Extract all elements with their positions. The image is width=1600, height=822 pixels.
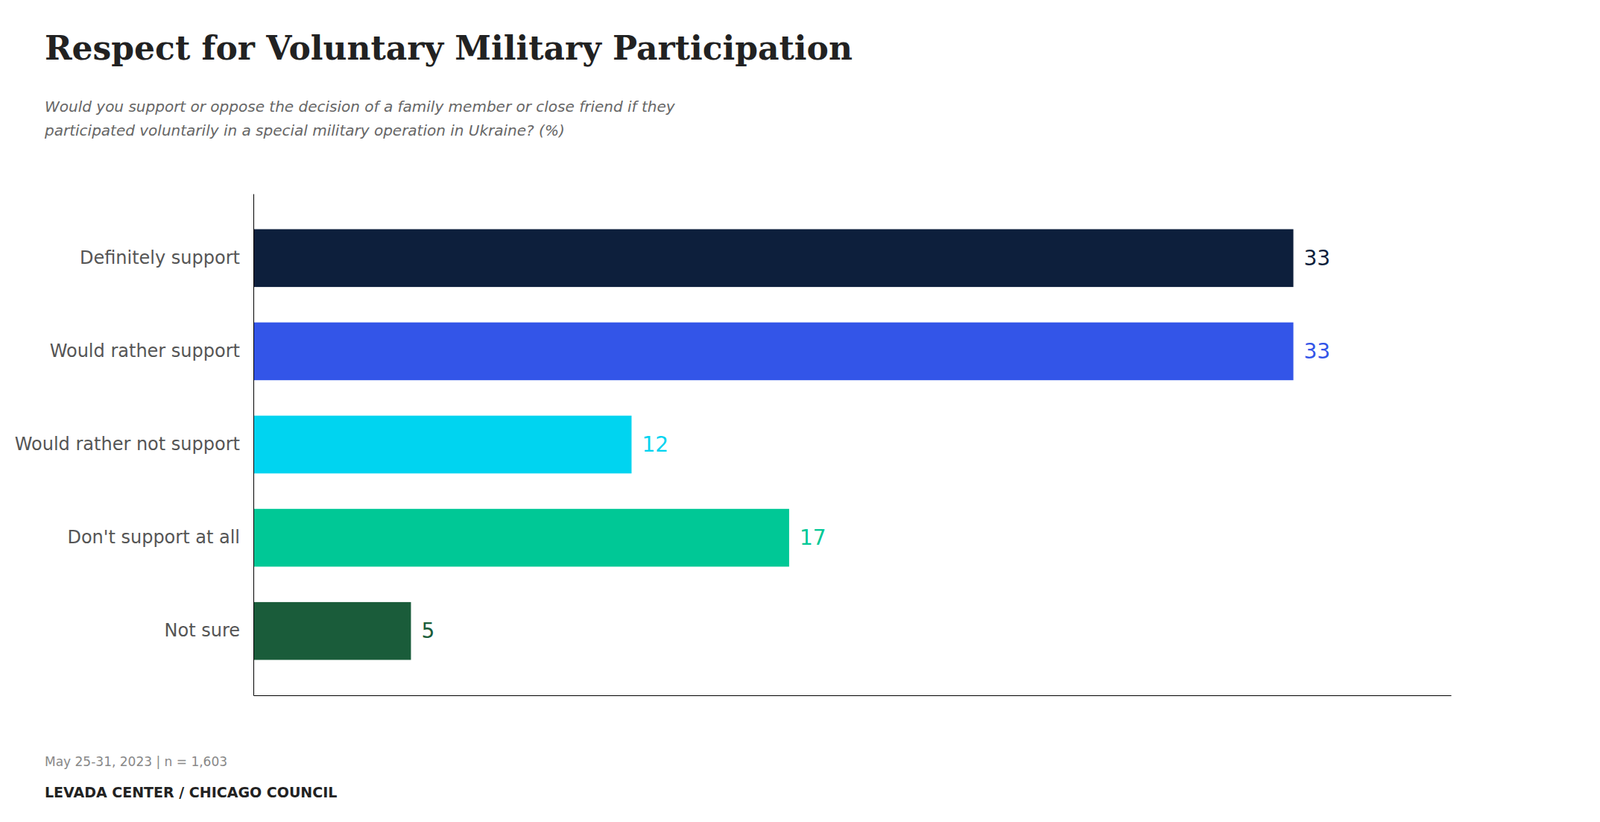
y-tick: Don't support at all xyxy=(67,526,254,548)
y-axis-line xyxy=(253,194,255,697)
data-label: 5 xyxy=(421,618,435,644)
annotation: LEVADA CENTER / CHICAGO COUNCIL xyxy=(44,783,337,801)
data-label: 33 xyxy=(1304,339,1331,364)
bar xyxy=(253,229,1294,288)
y-axis: Definitely support Would rather support Wo… xyxy=(14,194,255,697)
y-tick-label: Definitely support xyxy=(79,247,240,269)
y-tick-label: Don't support at all xyxy=(67,526,240,548)
subtitle-line: Would you support or oppose the decision… xyxy=(44,97,676,116)
title: Respect for Voluntary Military Participa… xyxy=(44,29,853,68)
bar xyxy=(253,602,411,661)
y-tick-label: Would rather support xyxy=(49,340,240,362)
chart-svg: Respect for Voluntary Military Participa… xyxy=(0,0,1600,822)
bars xyxy=(253,229,1294,661)
bar xyxy=(253,508,790,568)
plot: 33 33 12 17 5 Definitely support Would rather … xyxy=(14,194,1452,697)
y-tick: Would rather support xyxy=(49,340,254,362)
subtitle-line: participated voluntarily in a special mi… xyxy=(43,121,565,140)
y-tick: Not sure xyxy=(164,620,255,641)
data-label: 33 xyxy=(1304,245,1331,271)
y-tick: Definitely support xyxy=(79,247,254,269)
x-axis xyxy=(254,695,1452,697)
y-tick-label: Not sure xyxy=(164,620,241,641)
data-labels: 33 33 12 17 5 xyxy=(421,245,1331,644)
bar xyxy=(253,322,1294,381)
x-axis-line xyxy=(254,695,1452,697)
data-label: 17 xyxy=(799,525,827,550)
subtitle: Would you support or oppose the decision… xyxy=(43,97,676,140)
y-tick-label: Would rather not support xyxy=(14,433,240,455)
annotation: May 25-31, 2023 | n = 1,603 xyxy=(44,754,228,770)
bar xyxy=(253,415,632,474)
data-label: 12 xyxy=(641,432,669,457)
y-tick: Would rather not support xyxy=(14,433,254,455)
